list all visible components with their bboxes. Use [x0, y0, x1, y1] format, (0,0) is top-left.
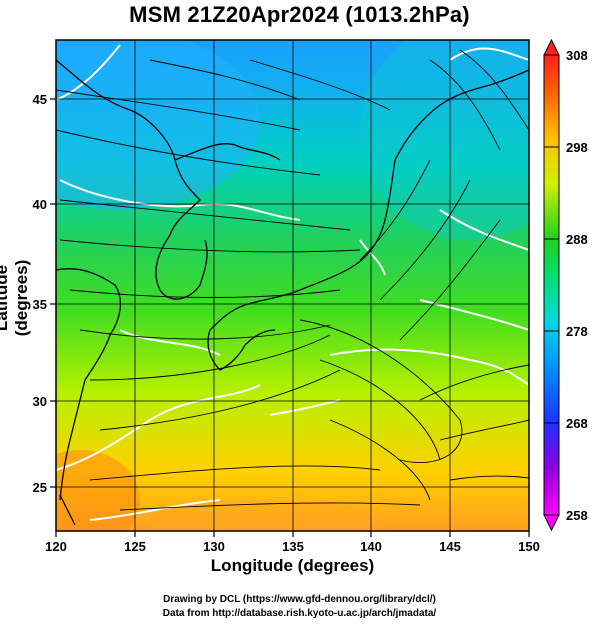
colorbar-max-arrow: [543, 38, 560, 56]
colorbar: [543, 38, 560, 532]
colorbar-label: 308: [566, 48, 588, 63]
y-tick-label: 25: [33, 480, 47, 495]
x-tick-label: 145: [439, 539, 461, 554]
y-tick-label: 45: [33, 92, 47, 107]
colorbar-label: 278: [566, 324, 588, 339]
wind-streamlines: [56, 49, 529, 511]
credit-data: Data from http://database.rish.kyoto-u.a…: [162, 608, 437, 619]
temperature-field: [56, 40, 529, 531]
y-tick-label: 35: [33, 297, 47, 312]
axis-ticks: [50, 98, 530, 537]
colorbar-label: 258: [566, 508, 588, 523]
x-tick-label: 135: [282, 539, 304, 554]
map-title: MSM 21Z20Apr2024 (1013.2hPa): [129, 2, 470, 27]
lat-lon-grid: [56, 40, 529, 531]
colorbar-label: 268: [566, 416, 588, 431]
x-tick-label: 150: [518, 539, 540, 554]
credit-drawing: Drawing by DCL (https://www.gfd-dennou.o…: [163, 594, 436, 605]
y-tick-label: 30: [33, 394, 47, 409]
colorbar-min-arrow: [543, 514, 560, 532]
colorbar-label: 288: [566, 232, 588, 247]
colorbar-label: 298: [566, 140, 588, 155]
coastlines: [56, 59, 529, 526]
x-axis-label: Longitude (degrees): [210, 556, 375, 575]
y-tick-label: 40: [33, 197, 47, 212]
x-tick-label: 120: [45, 539, 67, 554]
x-tick-label: 125: [124, 539, 146, 554]
x-tick-label: 140: [360, 539, 382, 554]
x-tick-label: 130: [203, 539, 225, 554]
